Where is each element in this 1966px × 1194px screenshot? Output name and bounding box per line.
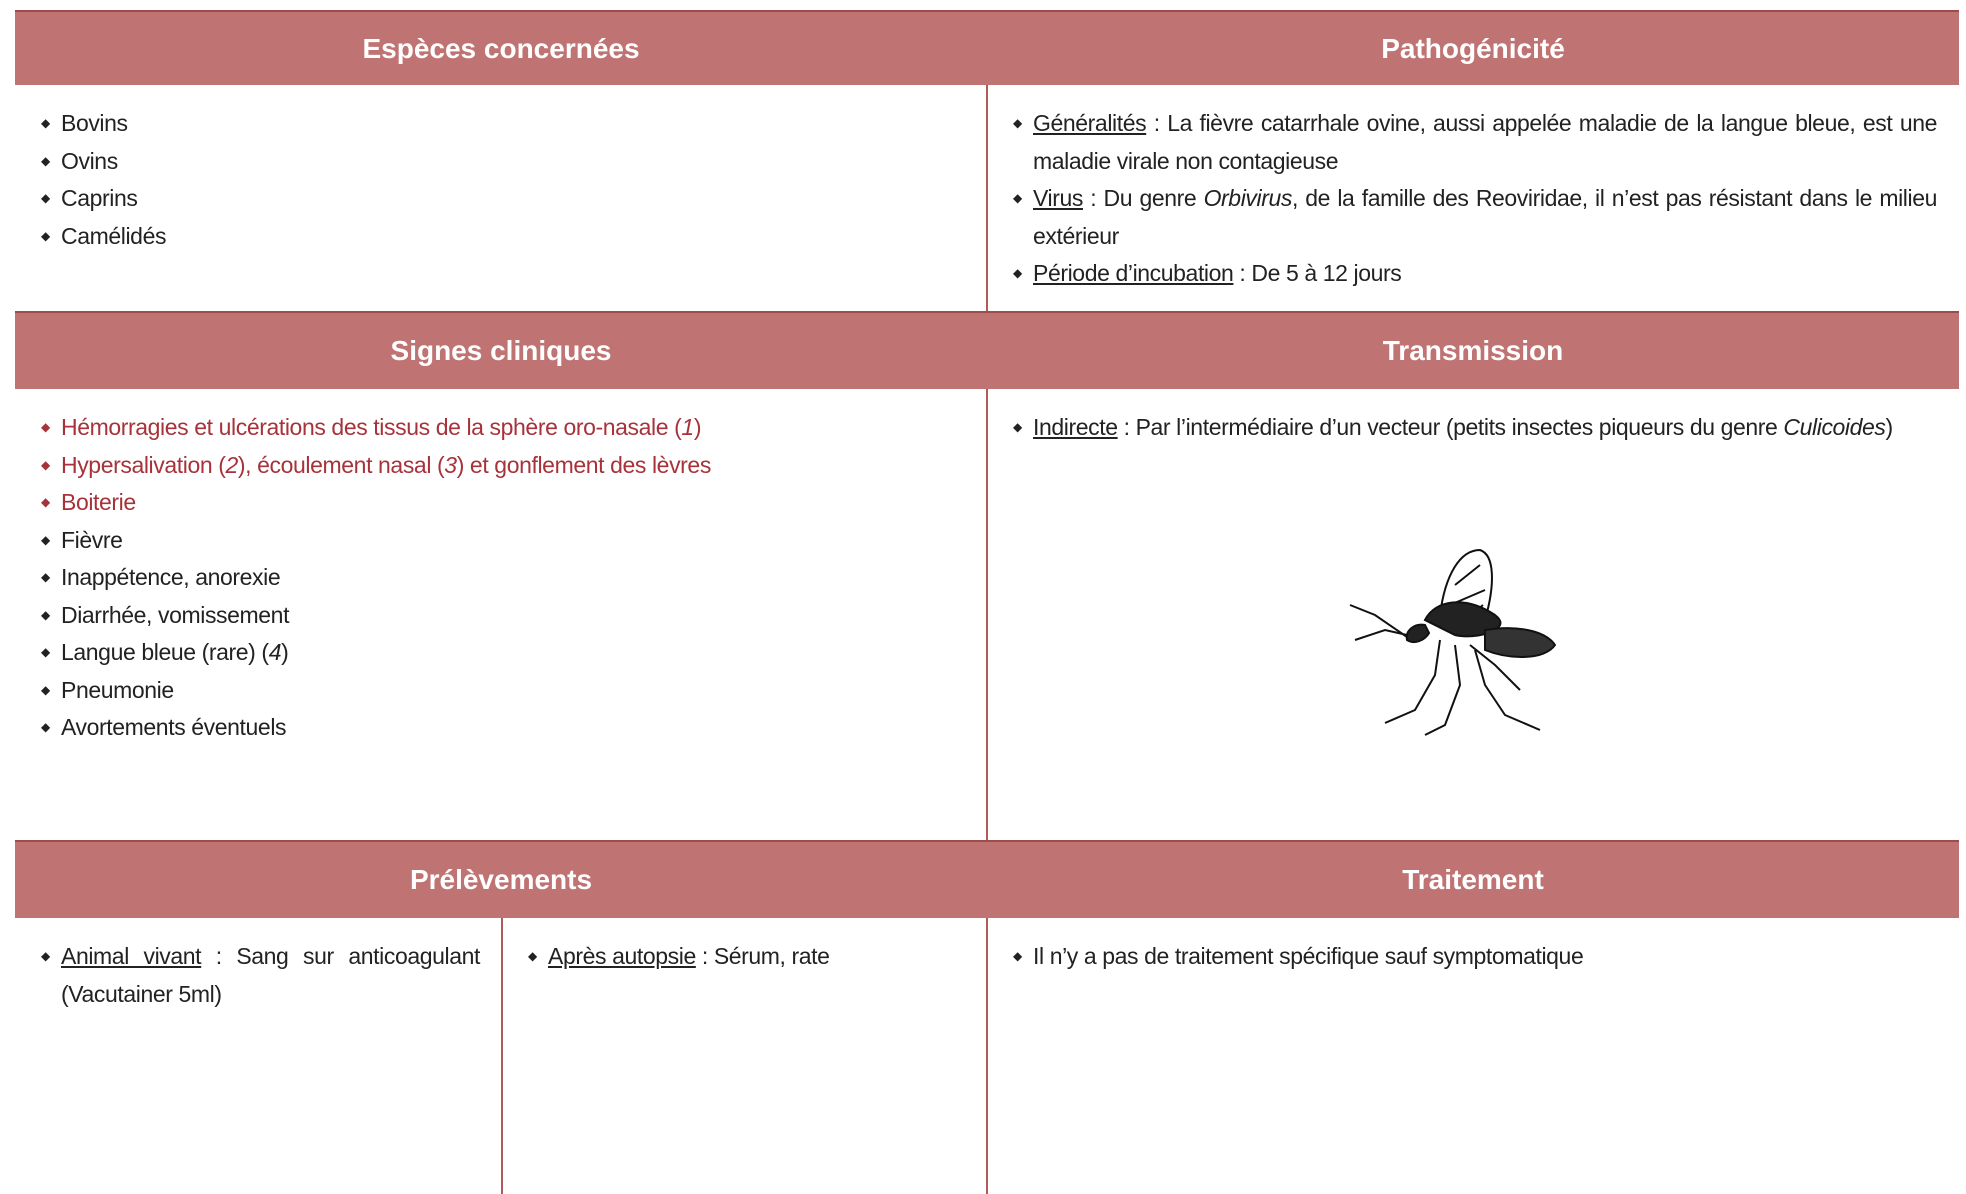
sub-column-divider xyxy=(501,918,503,1194)
text-run: Période d’incubation xyxy=(1033,260,1234,286)
section-body: Indirecte : Par l’intermédiaire d’un vec… xyxy=(987,389,1959,840)
section-body: Hémorragies et ulcérations des tissus de… xyxy=(15,389,987,840)
section-column: Animal vivant : Sang sur anticoagulant (… xyxy=(15,918,502,1194)
text-run: 1 xyxy=(681,414,694,440)
list-item: Indirecte : Par l’intermédiaire d’un vec… xyxy=(1013,409,1937,447)
section-body: Il n’y a pas de traitement spécifique sa… xyxy=(987,918,1959,1194)
text-run: Camélidés xyxy=(61,222,167,249)
list-item: Inappétence, anorexie xyxy=(41,559,965,597)
text-run: Bovins xyxy=(61,110,128,136)
section-header: Prélèvements xyxy=(15,840,987,918)
section-body: Généralités : La fièvre catarrhale ovine… xyxy=(987,85,1959,311)
text-run: Diarrhée, vomissement xyxy=(61,601,290,628)
text-run: ), écoulement nasal ( xyxy=(237,451,445,478)
text-run: : Par l’intermédiaire d’un vecteur (peti… xyxy=(1117,414,1784,440)
text-run: Fièvre xyxy=(61,526,123,553)
text-run: : Sérum, rate xyxy=(695,943,830,969)
list-item: Période d’incubation : De 5 à 12 jours xyxy=(1013,255,1937,293)
text-run: Orbivirus xyxy=(1203,185,1293,211)
text-run: : Sang sur anticoagulant (Vacutainer 5ml… xyxy=(61,943,480,1007)
text-run: Après autopsie xyxy=(548,943,696,969)
insect-illustration xyxy=(1349,548,1557,736)
text-run: Virus xyxy=(1033,185,1083,211)
list-item: Généralités : La fièvre catarrhale ovine… xyxy=(1013,105,1937,180)
text-run: Avortements éventuels xyxy=(61,714,287,740)
list-item: Après autopsie : Sérum, rate xyxy=(528,938,965,976)
text-run: Hypersalivation ( xyxy=(61,451,226,478)
text-run: ) et gonflement des lèvres xyxy=(456,451,712,478)
list-item: Pneumonie xyxy=(41,672,965,710)
text-run: 2 xyxy=(225,451,239,478)
list-item: Camélidés xyxy=(41,218,965,256)
list-item: Boiterie xyxy=(41,484,965,522)
text-run: Indirecte xyxy=(1033,414,1118,440)
text-run: Caprins xyxy=(61,185,138,211)
text-run: Culicoides xyxy=(1783,414,1886,440)
list-item: Ovins xyxy=(41,143,965,181)
text-run: Animal vivant xyxy=(61,943,202,969)
list-item: Fièvre xyxy=(41,522,965,560)
section-column: Après autopsie : Sérum, rate xyxy=(502,918,987,1194)
text-run: Pneumonie xyxy=(61,676,174,703)
text-run: Inappétence, anorexie xyxy=(61,564,281,590)
list-item: Avortements éventuels xyxy=(41,709,965,747)
list-item: Caprins xyxy=(41,180,965,218)
column-divider xyxy=(986,10,988,1194)
text-run: Boiterie xyxy=(61,489,136,515)
text-run: 4 xyxy=(268,639,282,665)
list-item: Animal vivant : Sang sur anticoagulant (… xyxy=(41,938,480,1013)
list-item: Il n’y a pas de traitement spécifique sa… xyxy=(1013,938,1937,976)
list-item: Hypersalivation (2), écoulement nasal (3… xyxy=(41,447,965,485)
text-run: ) xyxy=(693,414,702,440)
list-item: Langue bleue (rare) (4) xyxy=(41,634,965,672)
section-header: Traitement xyxy=(987,840,1959,918)
text-run: Généralités xyxy=(1033,110,1147,136)
text-run: : Du genre xyxy=(1083,185,1204,211)
list-item: Hémorragies et ulcérations des tissus de… xyxy=(41,409,965,447)
list-item: Bovins xyxy=(41,105,965,143)
text-run: Hémorragies et ulcérations des tissus de… xyxy=(61,414,682,440)
section-header: Pathogénicité xyxy=(987,10,1959,85)
section-header: Transmission xyxy=(987,311,1959,389)
text-run: : La fièvre catarrhale ovine, aussi appe… xyxy=(1033,110,1937,174)
list-item: Virus : Du genre Orbivirus, de la famill… xyxy=(1013,180,1937,255)
text-run: ) xyxy=(281,639,289,665)
text-run: Il n’y a pas de traitement spécifique sa… xyxy=(1033,943,1584,969)
text-run: ) xyxy=(1885,414,1894,440)
text-run: , de la famille des Reoviridae, il n’est… xyxy=(1033,185,1937,249)
text-run: 3 xyxy=(444,451,457,478)
text-run: Ovins xyxy=(61,147,118,174)
text-run: Langue bleue (rare) ( xyxy=(61,639,269,665)
text-run: : De 5 à 12 jours xyxy=(1233,260,1402,286)
section-header: Signes cliniques xyxy=(15,311,987,389)
section-body: Bovins Ovins Caprins Camélidés xyxy=(15,85,987,311)
list-item: Diarrhée, vomissement xyxy=(41,597,965,635)
section-header: Espèces concernées xyxy=(15,10,987,85)
